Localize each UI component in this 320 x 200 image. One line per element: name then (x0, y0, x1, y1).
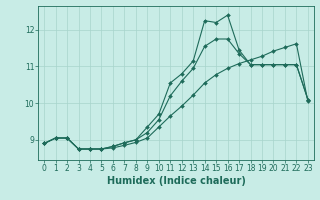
X-axis label: Humidex (Indice chaleur): Humidex (Indice chaleur) (107, 176, 245, 186)
